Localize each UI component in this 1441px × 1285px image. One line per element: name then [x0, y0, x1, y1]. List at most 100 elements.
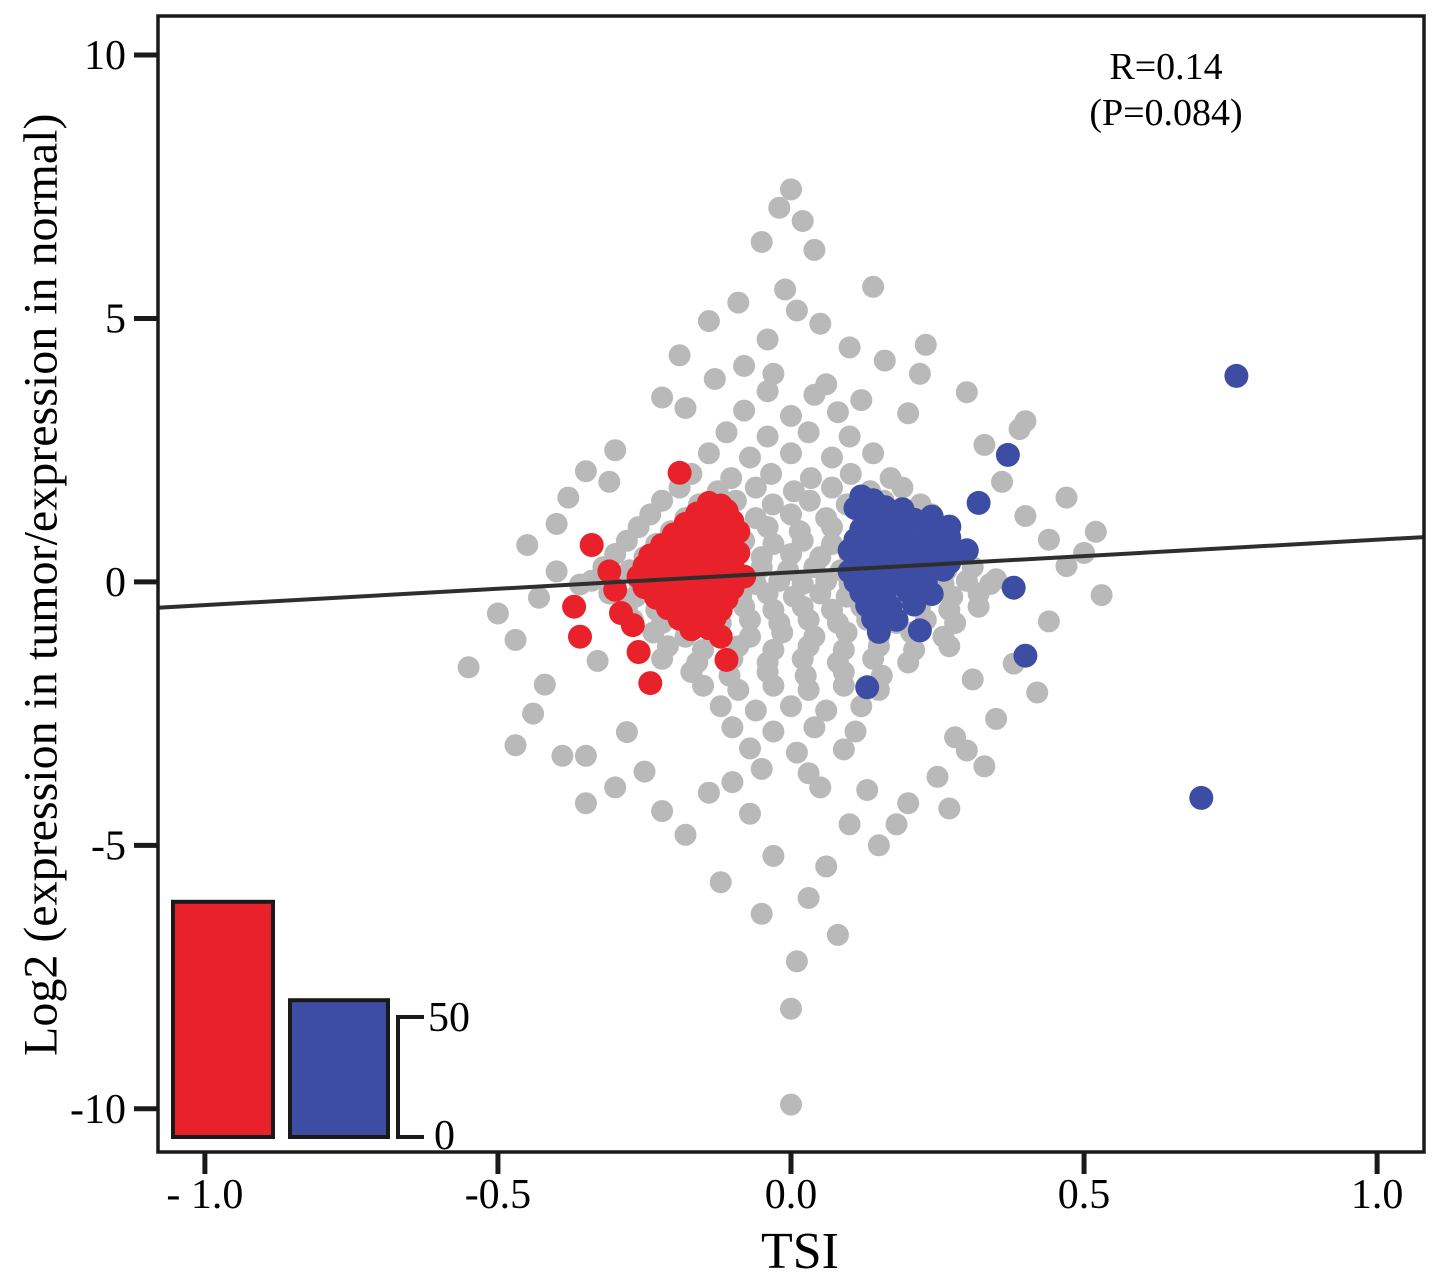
- blue-scatter-point: [995, 442, 1020, 467]
- y-axis-title: Log2 (expression in tumor/expression in …: [14, 113, 68, 1057]
- gray-scatter-point: [756, 425, 779, 448]
- gray-scatter-point: [788, 520, 811, 543]
- gray-scatter-point: [651, 386, 674, 409]
- gray-scatter-point: [809, 582, 832, 605]
- gray-scatter-point: [762, 844, 785, 867]
- blue-scatter-point: [1189, 785, 1214, 810]
- gray-scatter-point: [862, 442, 885, 465]
- gray-scatter-point: [720, 467, 743, 490]
- gray-scatter-point: [750, 757, 773, 780]
- gray-scatter-point: [938, 635, 961, 658]
- series-gray: [457, 178, 1113, 1116]
- gray-scatter-point: [838, 336, 861, 359]
- gray-scatter-point: [821, 533, 843, 555]
- inset-scale-label-50: 50: [428, 995, 470, 1041]
- gray-scatter-point: [674, 823, 697, 846]
- gray-scatter-point: [780, 404, 802, 427]
- gray-scatter-point: [674, 397, 697, 419]
- red-scatter-point: [667, 460, 692, 485]
- blue-scatter-point: [1013, 643, 1038, 668]
- gray-scatter-point: [604, 776, 627, 799]
- x-tick-label: - 1.0: [166, 1172, 243, 1218]
- gray-scatter-point: [844, 720, 867, 743]
- gray-scatter-point: [782, 480, 805, 503]
- gray-scatter-point: [1008, 418, 1031, 441]
- gray-scatter-point: [809, 312, 832, 335]
- gray-scatter-point: [615, 721, 638, 744]
- gray-scatter-point: [862, 275, 885, 298]
- gray-scatter-point: [651, 800, 674, 823]
- gray-scatter-point: [835, 621, 858, 644]
- series-blue: [837, 363, 1249, 810]
- red-scatter-point: [579, 533, 604, 557]
- gray-scatter-point: [885, 813, 908, 836]
- gray-scatter-point: [651, 647, 674, 670]
- gray-scatter-point: [744, 699, 767, 722]
- gray-scatter-point: [791, 647, 814, 670]
- gray-scatter-point: [832, 674, 855, 697]
- gray-scatter-point: [798, 489, 821, 512]
- gray-scatter-point: [856, 779, 879, 801]
- p-value-text: (P=0.084): [1089, 92, 1243, 134]
- gray-scatter-point: [850, 389, 873, 412]
- gray-scatter-point: [633, 760, 656, 783]
- gray-scatter-point: [991, 470, 1013, 493]
- gray-scatter-point: [651, 489, 674, 512]
- gray-scatter-point: [908, 362, 931, 385]
- gray-scatter-point: [803, 238, 826, 261]
- blue-scatter-point: [1224, 363, 1249, 388]
- gray-scatter-point: [867, 834, 890, 857]
- red-scatter-point: [626, 640, 651, 664]
- gray-scatter-point: [1014, 505, 1037, 527]
- red-scatter-point: [597, 559, 622, 584]
- blue-scatter-point: [884, 607, 909, 632]
- gray-scatter-point: [815, 855, 838, 878]
- gray-scatter-point: [821, 446, 843, 469]
- gray-scatter-point: [797, 887, 820, 909]
- gray-scatter-point: [873, 349, 896, 372]
- y-tick-label: 5: [105, 296, 126, 342]
- gray-scatter-point: [574, 460, 597, 483]
- blue-scatter-point: [919, 582, 944, 606]
- gray-scatter-point: [897, 651, 920, 674]
- gray-scatter-point: [697, 781, 720, 804]
- gray-scatter-point: [668, 344, 691, 367]
- gray-scatter-point: [739, 802, 761, 825]
- gray-scatter-point: [586, 649, 609, 672]
- gray-scatter-point: [985, 707, 1008, 730]
- gray-scatter-point: [803, 716, 826, 739]
- gray-scatter-point: [733, 354, 756, 377]
- gray-scatter-point: [762, 674, 785, 697]
- gray-scatter-point: [839, 462, 862, 485]
- gray-scatter-point: [756, 380, 779, 403]
- gray-scatter-point: [762, 533, 785, 555]
- y-tick-label: -5: [91, 823, 126, 869]
- gray-scatter-point: [1055, 486, 1078, 509]
- x-tick-label: 0.5: [1058, 1172, 1111, 1218]
- gray-scatter-point: [551, 744, 574, 767]
- gray-scatter-point: [760, 462, 783, 485]
- blue-scatter-point: [866, 619, 891, 644]
- red-scatter-point: [562, 594, 587, 619]
- gray-scatter-point: [756, 328, 779, 351]
- gray-scatter-point: [1084, 520, 1107, 543]
- gray-scatter-point: [961, 668, 984, 691]
- gray-scatter-point: [557, 486, 580, 509]
- gray-scatter-point: [457, 656, 480, 679]
- gray-scatter-point: [832, 738, 855, 761]
- blue-scatter-point: [907, 618, 932, 643]
- gray-scatter-point: [850, 695, 873, 718]
- inset-bar-blue: [288, 998, 390, 1140]
- red-scatter-point: [679, 617, 704, 642]
- x-axis-title: TSI: [761, 1223, 839, 1280]
- gray-scatter-point: [504, 628, 527, 651]
- gray-scatter-point: [692, 674, 715, 697]
- gray-scatter-point: [862, 647, 885, 670]
- inset-bar-red: [171, 899, 275, 1139]
- y-tick-label: 0: [105, 560, 126, 606]
- blue-scatter-point: [954, 538, 979, 563]
- gray-scatter-point: [1090, 584, 1113, 607]
- r-value-text: R=0.14: [1109, 46, 1223, 88]
